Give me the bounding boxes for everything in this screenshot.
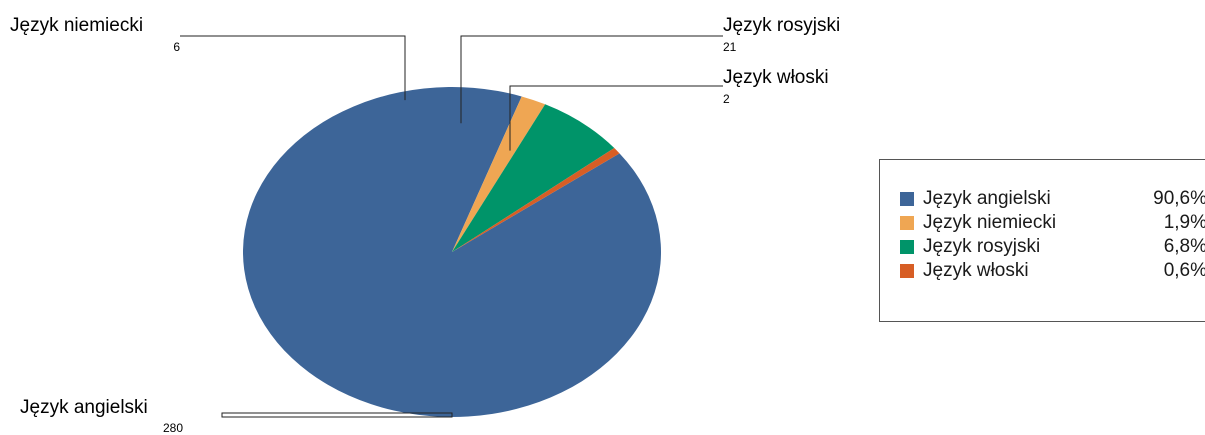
legend-label: Język angielski	[923, 188, 1051, 209]
pie-slices	[242, 86, 661, 418]
callout-value-niemiecki: 6	[173, 40, 180, 54]
leader-line	[180, 35, 406, 101]
pie-slice	[452, 104, 615, 252]
pie-slice	[242, 86, 661, 418]
legend: Język angielski 90,6% Język niemiecki 1,…	[879, 159, 1205, 322]
callout-label-wloski: Język włoski	[723, 67, 829, 88]
legend-swatch-angielski	[900, 192, 914, 206]
legend-percent: 6,8%	[1163, 236, 1205, 257]
leader-lines	[180, 35, 723, 418]
legend-item-niemiecki: Język niemiecki 1,9%	[900, 211, 1205, 235]
legend-item-angielski: Język angielski 90,6%	[900, 187, 1205, 211]
callout-label-niemiecki: Język niemiecki	[10, 15, 143, 36]
callout-value-wloski: 2	[723, 92, 730, 106]
legend-swatch-rosyjski	[900, 240, 914, 254]
leader-line	[460, 35, 723, 124]
legend-label: Język rosyjski	[923, 236, 1041, 257]
legend-swatch-niemiecki	[900, 216, 914, 230]
callout-value-rosyjski: 21	[723, 40, 737, 54]
legend-item-wloski: Język włoski 0,6%	[900, 259, 1205, 283]
legend-percent: 1,9%	[1163, 212, 1205, 233]
callout-label-angielski: Język angielski	[20, 397, 148, 418]
legend-label: Język włoski	[923, 260, 1029, 281]
leader-line	[221, 412, 453, 418]
legend-swatch-wloski	[900, 264, 914, 278]
legend-label: Język niemiecki	[923, 212, 1057, 233]
legend-item-rosyjski: Język rosyjski 6,8%	[900, 235, 1205, 259]
pie-slice	[452, 96, 546, 252]
legend-percent: 0,6%	[1163, 260, 1205, 281]
pie-slice	[452, 148, 620, 252]
callout-label-rosyjski: Język rosyjski	[723, 15, 840, 36]
leader-line	[509, 85, 723, 151]
callout-value-angielski: 280	[163, 421, 183, 435]
legend-percent: 90,6%	[1153, 188, 1205, 209]
